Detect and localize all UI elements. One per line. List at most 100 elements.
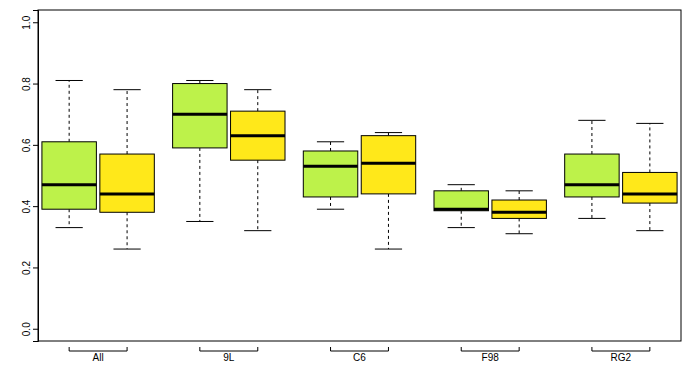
box [565, 120, 619, 218]
group-bracket [200, 347, 258, 351]
x-tick: All [93, 352, 104, 363]
box-body [100, 154, 154, 212]
box [100, 90, 154, 249]
whisker-upper [649, 123, 650, 172]
whisker-cap-min [113, 249, 140, 250]
y-tick-mark [33, 84, 38, 85]
median [434, 208, 488, 211]
x-tick: F98 [482, 352, 500, 363]
box-body [434, 191, 488, 211]
plot-frame [38, 10, 681, 341]
whisker-upper [461, 185, 462, 191]
whisker-cap-max [636, 123, 663, 124]
y-tick-mark [33, 206, 38, 207]
box [623, 123, 677, 230]
box-body [361, 136, 415, 194]
y-axis: 0.0 0.2 0.4 0.6 0.8 1.0 [21, 11, 39, 342]
y-tick-mark [33, 267, 38, 268]
whisker-lower [461, 211, 462, 228]
whisker-cap-min [244, 230, 271, 231]
whisker-lower [519, 218, 520, 233]
box-body [42, 142, 96, 209]
whisker-upper [519, 191, 520, 200]
whisker-cap-max [244, 89, 271, 90]
box-body [623, 172, 677, 203]
x-tick: C6 [353, 352, 366, 363]
whisker-cap-max [113, 89, 140, 90]
whisker-cap-min [375, 249, 402, 250]
x-tick-label: All [93, 352, 104, 363]
whisker-cap-min [578, 218, 605, 219]
whisker-upper [591, 120, 592, 154]
y-tick-label: 0.8 [21, 77, 32, 91]
boxes [42, 80, 677, 249]
y-tick-mark [33, 145, 38, 146]
box-series [42, 80, 619, 227]
whisker-cap-max [56, 80, 83, 81]
y-tick: 0.4 [21, 199, 38, 213]
group-bracket [461, 347, 519, 351]
median [231, 134, 285, 137]
y-tick-label: 0.6 [21, 138, 32, 152]
group-bracket [331, 347, 389, 351]
box-body [303, 151, 357, 197]
box [231, 90, 285, 231]
x-tick-label: F98 [482, 352, 500, 363]
box [303, 142, 357, 209]
median [173, 113, 227, 116]
whisker-cap-min [317, 209, 344, 210]
whisker-cap-max [375, 132, 402, 133]
whisker-lower [127, 212, 128, 249]
y-tick-mark [33, 22, 38, 23]
whisker-lower [649, 203, 650, 231]
x-tick-label: RG2 [611, 352, 632, 363]
x-tick-label: C6 [353, 352, 366, 363]
y-tick-label: 0.4 [21, 199, 32, 213]
x-tick: 9L [223, 352, 235, 363]
whisker-upper [257, 90, 258, 111]
median [42, 183, 96, 186]
box-body [173, 84, 227, 148]
group-bracket [69, 347, 127, 351]
y-tick: 0.8 [21, 77, 38, 91]
y-tick: 0.2 [21, 261, 38, 275]
median [565, 183, 619, 186]
box [42, 80, 96, 227]
box [492, 191, 546, 234]
box [173, 80, 227, 221]
median [100, 192, 154, 195]
whisker-cap-max [317, 141, 344, 142]
whisker-cap-min [186, 221, 213, 222]
y-tick-label: 0.0 [21, 322, 32, 336]
whisker-lower [591, 197, 592, 218]
whisker-upper [127, 90, 128, 154]
whisker-lower [257, 160, 258, 230]
y-axis-line [33, 11, 39, 342]
box [361, 133, 415, 249]
whisker-cap-min [56, 227, 83, 228]
x-axis: All 9L C6 F98 RG2 [93, 352, 632, 363]
y-tick: 1.0 [21, 15, 38, 29]
whisker-cap-max [186, 80, 213, 81]
whisker-lower [199, 148, 200, 222]
y-tick: 0.6 [21, 138, 38, 152]
whisker-cap-max [448, 184, 475, 185]
whisker-lower [388, 194, 389, 249]
box [434, 185, 488, 228]
chart: 0.0 0.2 0.4 0.6 0.8 1.0 All 9L C6 F98 RG2 [0, 0, 687, 372]
whisker-upper [330, 142, 331, 151]
whisker-cap-min [636, 230, 663, 231]
whisker-cap-max [578, 120, 605, 121]
y-tick-label: 0.2 [21, 261, 32, 275]
plot: 0.0 0.2 0.4 0.6 0.8 1.0 All 9L C6 F98 RG2 [21, 10, 681, 363]
median [361, 162, 415, 165]
box-body [492, 200, 546, 218]
median [623, 192, 677, 195]
median [303, 165, 357, 168]
whisker-cap-min [506, 233, 533, 234]
group-bracket [592, 347, 650, 351]
x-tick-label: 9L [223, 352, 235, 363]
box-series [100, 90, 677, 249]
whisker-upper [69, 80, 70, 141]
y-tick-label: 1.0 [21, 15, 32, 29]
